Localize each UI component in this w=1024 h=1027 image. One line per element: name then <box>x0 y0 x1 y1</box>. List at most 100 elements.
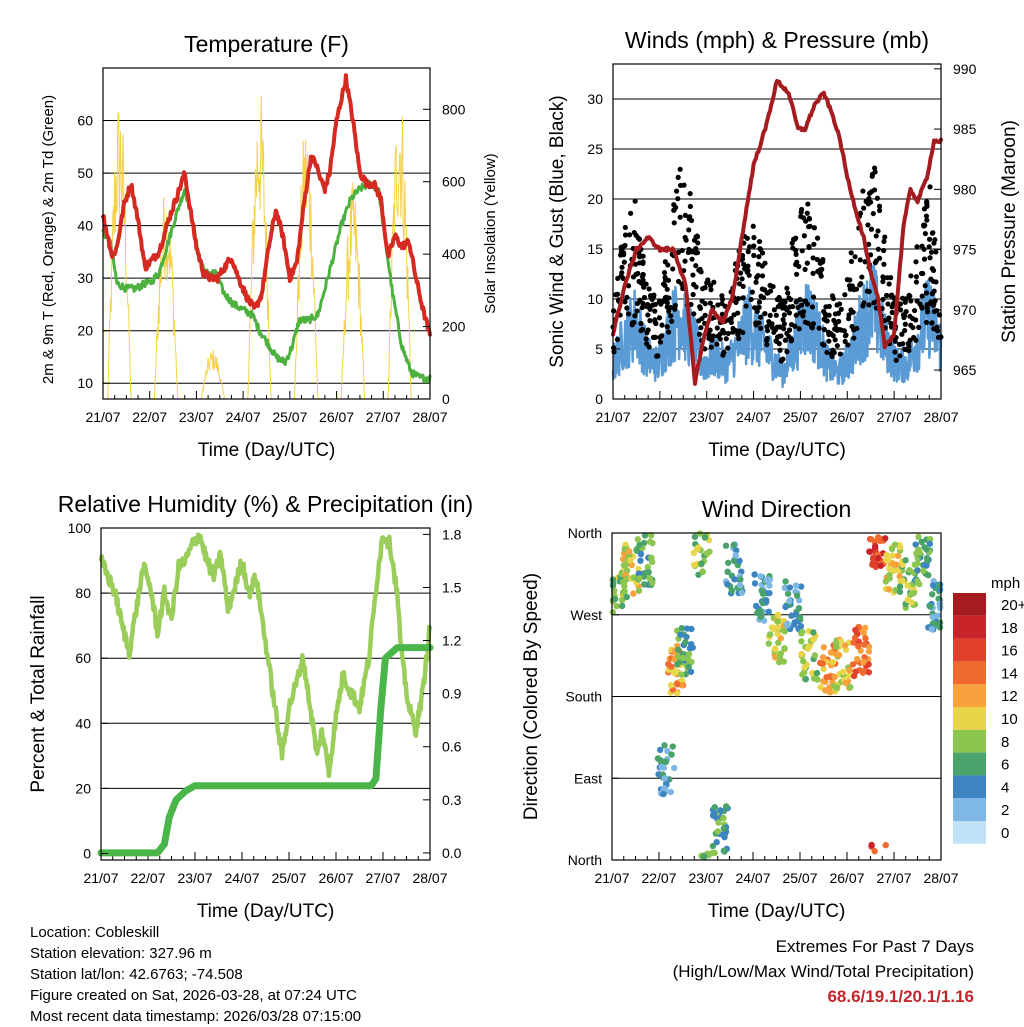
gust-point <box>881 247 887 254</box>
direction-point <box>875 554 882 562</box>
gust-point <box>721 349 727 355</box>
direction-point <box>833 651 840 658</box>
x-tick-label: 22/07 <box>132 409 167 425</box>
direction-point <box>711 804 719 811</box>
direction-point <box>730 541 737 549</box>
gust-point <box>871 187 878 193</box>
x-tick-label: 27/07 <box>876 870 911 886</box>
gust-point <box>707 300 713 306</box>
gust-point <box>634 308 640 314</box>
direction-point <box>757 573 764 580</box>
gust-point <box>689 256 695 262</box>
direction-point <box>774 611 782 619</box>
gust-point <box>757 246 763 252</box>
gust-point <box>793 247 799 253</box>
x-tick-label: 27/07 <box>365 870 400 886</box>
direction-point <box>782 578 789 585</box>
direction-point <box>685 650 693 658</box>
y2-tick-label: 980 <box>953 181 977 197</box>
gust-point <box>707 283 714 289</box>
gust-point <box>792 323 798 329</box>
y-tick-label: East <box>574 770 602 786</box>
gust-point <box>691 237 698 243</box>
gust-point <box>640 300 646 306</box>
gust-point <box>780 317 786 323</box>
gust-point <box>664 300 670 306</box>
direction-point <box>641 581 648 588</box>
direction-point <box>682 671 689 678</box>
gust-point <box>842 292 848 298</box>
direction-point <box>674 661 681 668</box>
gust-point <box>864 288 870 294</box>
gust-point <box>632 313 638 319</box>
x-tick-label: 24/07 <box>735 870 770 886</box>
gust-point <box>699 298 705 304</box>
gust-point <box>755 261 762 267</box>
gust-point <box>725 330 731 337</box>
y2-tick-label: 1.5 <box>442 579 462 595</box>
gust-point <box>816 325 822 331</box>
direction-point <box>810 675 818 682</box>
gust-point <box>740 329 746 336</box>
precipitation-line <box>97 644 434 857</box>
gust-point <box>859 274 865 280</box>
x-tick-label: 28/07 <box>923 870 958 886</box>
gust-point <box>677 214 683 220</box>
direction-point <box>928 625 936 633</box>
y-axis-label: Sonic Wind & Gust (Blue, Black) <box>547 95 568 367</box>
gust-point <box>671 220 677 226</box>
y-axis-label: 2m & 9m T (Red, Orange) & 2m Td (Green) <box>40 95 57 384</box>
gust-point <box>806 215 812 221</box>
direction-point <box>869 561 876 568</box>
recent-timestamp: Most recent data timestamp: 2026/03/28 0… <box>30 1008 362 1025</box>
direction-point <box>766 589 773 597</box>
gust-point <box>929 320 935 326</box>
gust-point <box>872 165 878 171</box>
gust-point <box>664 324 670 330</box>
gust-point <box>699 316 705 322</box>
gust-point <box>869 171 876 177</box>
gust-point <box>767 288 774 294</box>
gust-point <box>907 313 913 319</box>
gust-point <box>625 311 632 317</box>
gust-point <box>924 217 930 223</box>
gust-point <box>766 318 772 325</box>
direction-point <box>660 790 667 798</box>
gust-point <box>826 331 832 338</box>
x-tick-label: 21/07 <box>594 870 629 886</box>
direction-point <box>865 669 873 676</box>
direction-point <box>892 561 899 568</box>
y-tick-label: 0 <box>595 391 603 407</box>
gust-point <box>687 190 693 197</box>
gust-point <box>921 223 927 229</box>
direction-point <box>758 587 765 594</box>
colorbar-swatch <box>953 821 986 844</box>
gust-point <box>798 206 805 213</box>
gust-point <box>659 322 665 328</box>
direction-point <box>736 582 744 589</box>
gust-point <box>832 337 838 343</box>
colorbar-swatch <box>953 638 986 662</box>
gust-point <box>805 201 811 207</box>
gust-point <box>893 357 899 363</box>
gust-point <box>782 337 789 343</box>
gust-point <box>750 223 756 229</box>
solar-insolation-line <box>294 139 319 400</box>
gust-point <box>691 311 697 317</box>
gust-point <box>755 272 761 279</box>
direction-point <box>923 554 931 562</box>
direction-point <box>782 603 789 611</box>
direction-point <box>786 597 793 605</box>
gust-point <box>646 344 652 350</box>
y-tick-label: 20 <box>587 191 603 207</box>
gust-point <box>857 282 863 288</box>
direction-point <box>661 775 668 782</box>
gust-point <box>891 295 897 301</box>
gust-point <box>899 331 905 337</box>
x-axis-label: Time (Day/UTC) <box>197 901 335 922</box>
gust-point <box>639 326 646 333</box>
gust-point <box>800 215 807 221</box>
y2-tick-label: 975 <box>953 242 977 258</box>
chart-title: Wind Direction <box>702 496 852 522</box>
gust-point <box>774 324 780 330</box>
